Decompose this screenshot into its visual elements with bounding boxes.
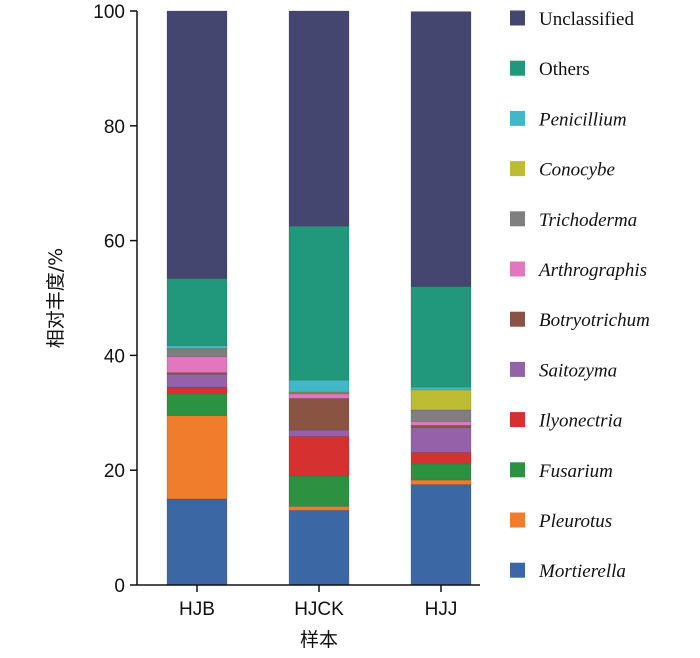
bar-hjj-pleurotus <box>410 479 472 485</box>
bar-hjb-pleurotus <box>166 415 228 500</box>
legend-swatch-arthrographis <box>510 261 525 277</box>
legend: Unclassified Others Penicillium Conocybe Tri… <box>510 9 650 582</box>
bar-hjb-ilyonectria <box>166 386 228 395</box>
legend-swatch-fusarium <box>510 462 525 478</box>
legend-label-pleurotus: Pleurotus <box>538 511 612 532</box>
legend-label-unclassified: Unclassified <box>539 9 634 30</box>
bar-hjj-botryotrichum <box>410 425 472 429</box>
bar-hjb-penicillium <box>166 345 228 349</box>
bar-hjj-penicillium <box>410 386 472 391</box>
y-tick-label: 20 <box>104 461 125 482</box>
y-tick-label: 80 <box>104 117 125 138</box>
bar-hjj-mortierella <box>410 484 472 586</box>
bar-hjj-fusarium <box>410 463 472 481</box>
bar-hjck-fusarium <box>288 475 350 507</box>
legend-swatch-others <box>510 60 525 76</box>
bar-hjj-unclassified <box>410 11 472 287</box>
bar-hjck-pleurotus <box>288 506 350 511</box>
bar-hjb-unclassified <box>166 10 228 279</box>
legend-label-trichoderma: Trichoderma <box>539 210 637 231</box>
x-tick-label-hjj: HJJ <box>425 599 458 620</box>
bar-hjb-others <box>166 278 228 346</box>
legend-swatch-mortierella <box>510 562 525 578</box>
x-axis-title: 样本 <box>300 629 338 651</box>
bar-hjb-arthrographis <box>166 356 228 373</box>
legend-swatch-penicillium <box>510 110 525 126</box>
bar-hjb-mortierella <box>166 498 228 586</box>
bar-hjck-ilyonectria <box>288 436 350 477</box>
axes-layer: 0 20 40 60 80 100 HJB HJCK HJJ <box>93 2 480 620</box>
y-axis-title: 相对丰度/% <box>45 248 67 348</box>
x-tick-label-hjck: HJCK <box>294 599 344 620</box>
legend-label-botryotrichum: Botryotrichum <box>539 310 650 331</box>
bar-hjck-penicillium <box>288 379 350 393</box>
y-tick-label: 0 <box>114 576 125 597</box>
legend-swatch-pleurotus <box>510 512 525 528</box>
legend-label-penicillium: Penicillium <box>538 109 627 130</box>
legend-swatch-saitozyma <box>510 361 525 377</box>
legend-label-fusarium: Fusarium <box>538 461 613 482</box>
bar-hjck-mortierella <box>288 510 350 586</box>
bar-hjck-others <box>288 225 350 381</box>
legend-label-arthrographis: Arthrographis <box>537 260 647 281</box>
legend-label-ilyonectria: Ilyonectria <box>538 411 622 432</box>
bar-hjj-ilyonectria <box>410 452 472 465</box>
legend-label-conocybe: Conocybe <box>539 160 615 181</box>
bar-hjb-saitozyma <box>166 374 228 388</box>
legend-swatch-ilyonectria <box>510 412 525 428</box>
legend-swatch-conocybe <box>510 161 525 177</box>
y-tick-label: 40 <box>104 346 125 367</box>
bar-hjj-conocybe <box>410 389 472 411</box>
bar-hjj-trichoderma <box>410 409 472 422</box>
bar-hjck-saitozyma <box>288 429 350 437</box>
bar-hjj-others <box>410 286 472 388</box>
bars-layer <box>166 10 472 586</box>
bar-hjj-arthrographis <box>410 421 472 426</box>
legend-swatch-botryotrichum <box>510 311 525 327</box>
legend-label-mortierella: Mortierella <box>538 561 626 582</box>
bar-hjck-arthrographis <box>288 393 350 399</box>
legend-label-others: Others <box>539 59 590 80</box>
legend-swatch-unclassified <box>510 10 525 26</box>
x-tick-label-hjb: HJB <box>179 599 215 620</box>
y-tick-label: 100 <box>93 2 125 23</box>
bar-hjck-unclassified <box>288 10 350 227</box>
y-tick-label: 60 <box>104 232 125 253</box>
legend-label-saitozyma: Saitozyma <box>539 360 617 381</box>
legend-swatch-trichoderma <box>510 211 525 227</box>
bar-hjb-trichoderma <box>166 348 228 357</box>
bar-hjj-saitozyma <box>410 427 472 453</box>
bar-hjck-botryotrichum <box>288 398 350 431</box>
bar-hjb-fusarium <box>166 393 228 416</box>
